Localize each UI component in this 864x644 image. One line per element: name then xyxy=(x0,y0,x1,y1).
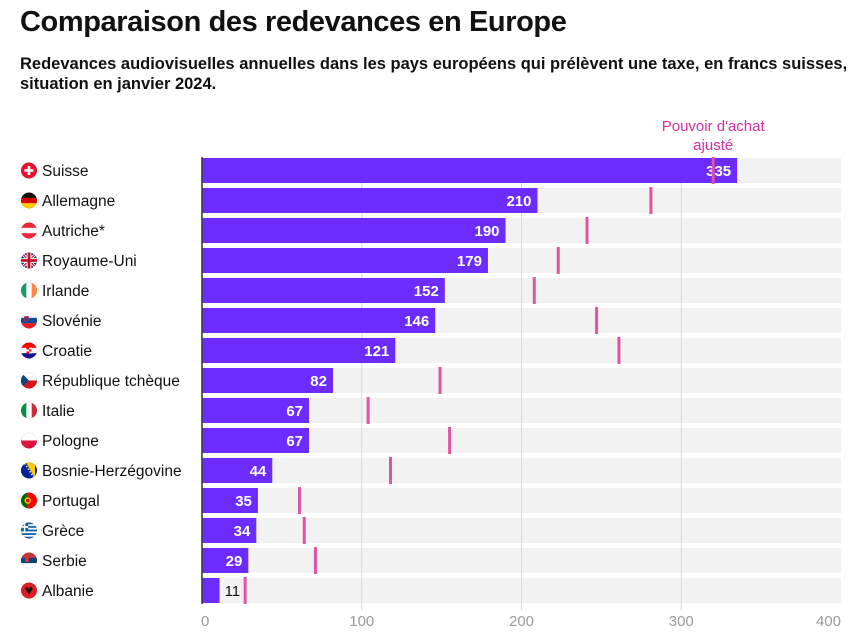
category-label: Portugal xyxy=(42,493,100,510)
category-label: Albanie xyxy=(42,583,94,600)
bar-value-label: 152 xyxy=(414,283,439,300)
ppa-marker xyxy=(389,457,393,484)
ppa-marker xyxy=(302,517,306,544)
x-tick-label: 200 xyxy=(509,613,534,630)
bar-value-label: 146 xyxy=(404,313,429,330)
flag-at-icon xyxy=(21,222,37,239)
bar xyxy=(202,158,738,183)
category-label: Irlande xyxy=(42,283,89,300)
bar xyxy=(202,308,436,333)
category-label: Allemagne xyxy=(42,193,115,210)
bar-value-label: 335 xyxy=(706,163,731,180)
bar xyxy=(202,518,257,543)
bar-value-label: 121 xyxy=(364,343,389,360)
category-label: Italie xyxy=(42,403,75,420)
bar xyxy=(202,578,220,603)
category-label: Pologne xyxy=(42,433,99,450)
flag-pt-icon xyxy=(21,492,37,509)
flag-cz-icon xyxy=(21,372,37,389)
flag-ie-icon xyxy=(21,282,37,299)
bar xyxy=(202,368,333,393)
ppa-marker xyxy=(617,337,621,364)
category-label: Serbie xyxy=(42,553,87,570)
bar-value-label: 11 xyxy=(225,583,241,600)
bar-value-label: 67 xyxy=(286,403,303,420)
category-label: Suisse xyxy=(42,163,89,180)
chart-subtitle: Redevances audiovisuelles annuelles dans… xyxy=(20,55,848,93)
ppa-marker xyxy=(649,187,653,214)
x-tick-label: 100 xyxy=(349,613,374,630)
bar-value-label: 179 xyxy=(457,253,482,270)
flag-gb-icon xyxy=(21,252,37,269)
bar xyxy=(202,428,310,453)
category-label: Bosnie-Herzégovine xyxy=(42,463,182,480)
bar xyxy=(202,188,538,213)
ppa-marker xyxy=(297,487,301,514)
chart-title: Comparaison des redevances en Europe xyxy=(20,6,567,38)
bar xyxy=(202,248,488,273)
ppa-marker xyxy=(532,277,536,304)
category-label: Grèce xyxy=(42,523,84,540)
ppa-marker xyxy=(556,247,560,274)
bar-value-label: 210 xyxy=(506,193,531,210)
marker-annotation-label: Pouvoir d'achat ajusté xyxy=(662,118,766,154)
ppa-marker xyxy=(243,577,247,604)
flag-hr-icon xyxy=(21,342,37,359)
flag-si-icon xyxy=(21,312,37,329)
bar xyxy=(202,488,258,513)
category-label: Royaume-Uni xyxy=(42,253,137,270)
bar xyxy=(202,338,396,363)
category-label: Croatie xyxy=(42,343,92,360)
ppa-marker xyxy=(313,547,317,574)
bar xyxy=(202,458,273,483)
bar-value-label: 44 xyxy=(250,463,267,480)
x-tick-label: 300 xyxy=(669,613,694,630)
bar-value-label: 34 xyxy=(234,523,251,540)
flag-gr-icon xyxy=(21,522,37,539)
ppa-marker xyxy=(438,367,442,394)
ppa-marker xyxy=(585,217,589,244)
x-tick-label: 400 xyxy=(816,613,841,630)
flag-ba-icon xyxy=(21,462,37,479)
bar-value-label: 82 xyxy=(310,373,327,390)
category-label: République tchèque xyxy=(42,373,180,390)
bar xyxy=(202,218,506,243)
flag-de-icon xyxy=(21,192,37,209)
flag-ch-icon xyxy=(21,162,37,179)
category-label: Slovénie xyxy=(42,313,101,330)
ppa-marker xyxy=(595,307,599,334)
bar xyxy=(202,278,445,303)
ppa-marker xyxy=(448,427,452,454)
flag-rs-icon xyxy=(21,552,37,569)
bar-value-label: 29 xyxy=(226,553,243,570)
bar xyxy=(202,548,249,573)
x-tick-label: 0 xyxy=(201,613,209,630)
bar-value-label: 190 xyxy=(474,223,499,240)
flag-al-icon xyxy=(21,582,37,599)
bar xyxy=(202,398,310,423)
flag-pl-icon xyxy=(21,432,37,449)
flag-it-icon xyxy=(21,402,37,419)
ppa-marker xyxy=(366,397,370,424)
category-label: Autriche* xyxy=(42,223,105,240)
bar-value-label: 67 xyxy=(286,433,303,450)
bar-value-label: 35 xyxy=(235,493,252,510)
ppa-marker xyxy=(711,157,715,184)
